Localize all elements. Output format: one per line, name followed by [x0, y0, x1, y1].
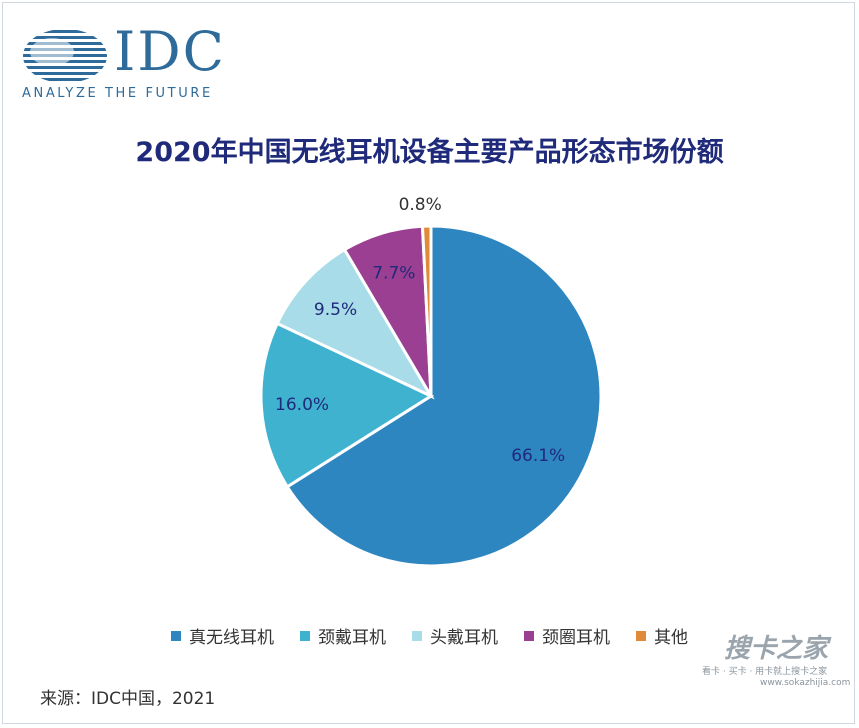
globe-logo-icon [23, 30, 107, 81]
legend-swatch-4 [636, 630, 646, 641]
pie-slice-2 [275, 247, 435, 400]
pie-label-3: 7.7% [372, 263, 415, 283]
logo-wordmark: IDC [114, 20, 226, 83]
chart-legend: 真无线耳机 颈戴耳机 头戴耳机 颈圈耳机 其他 [0, 623, 859, 648]
pie-label-2: 9.5% [314, 300, 357, 320]
legend-item-2: 头戴耳机 [412, 623, 498, 648]
idc-logo: IDC ANALYZE THE FUTURE [22, 20, 242, 101]
pie-label-0: 66.1% [511, 446, 565, 466]
source-note: 来源：IDC中国，2021 [40, 689, 216, 709]
legend-label-1: 颈戴耳机 [318, 628, 386, 648]
legend-label-2: 头戴耳机 [430, 628, 498, 648]
legend-item-1: 颈戴耳机 [300, 623, 386, 648]
pie-slice-1 [259, 321, 435, 489]
watermark-sub: 看卡 · 买卡 · 用卡就上搜卡之家 [702, 667, 828, 677]
legend-item-3: 颈圈耳机 [524, 623, 610, 648]
chart-title: 2020年中国无线耳机设备主要产品形态市场份额 [135, 137, 724, 168]
legend-label-4: 其他 [654, 628, 688, 648]
pie-slice-0 [285, 224, 603, 568]
watermark-url: www.sokazhijia.com [760, 678, 851, 688]
legend-swatch-2 [412, 630, 422, 641]
pie-slice-4 [420, 224, 433, 397]
pie-label-4: 0.8% [399, 195, 442, 215]
legend-swatch-1 [300, 630, 310, 641]
legend-item-0: 真无线耳机 [171, 623, 274, 648]
watermark: 搜卡之家 看卡 · 买卡 · 用卡就上搜卡之家 www.sokazhijia.c… [700, 628, 850, 688]
legend-label-0: 真无线耳机 [189, 628, 274, 648]
legend-swatch-3 [524, 630, 534, 641]
legend-swatch-0 [171, 630, 181, 641]
pie-label-1: 16.0% [275, 395, 329, 415]
watermark-main: 搜卡之家 [724, 634, 829, 664]
legend-item-4: 其他 [636, 623, 688, 648]
legend-label-3: 颈圈耳机 [542, 628, 610, 648]
logo-tagline: ANALYZE THE FUTURE [22, 86, 213, 101]
